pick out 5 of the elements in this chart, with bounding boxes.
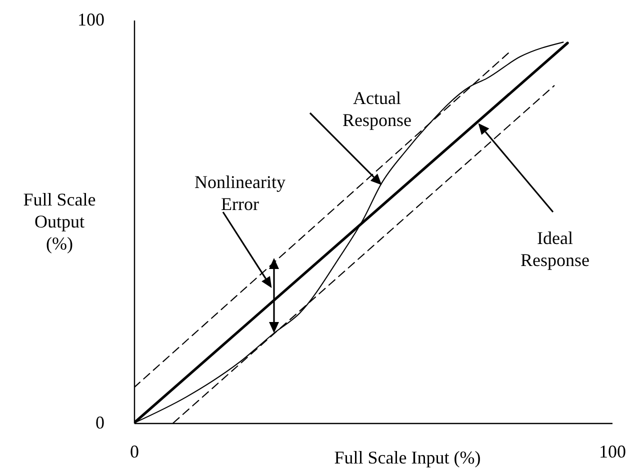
annotation: Ideal Response — [520, 228, 590, 270]
annotation: Nonlinearity Error — [194, 172, 286, 214]
annotation: Actual Response — [342, 88, 412, 130]
y-axis-title: Full Scale Output (%) — [23, 190, 96, 254]
x-axis-title: Full Scale Input (%) — [334, 448, 481, 468]
